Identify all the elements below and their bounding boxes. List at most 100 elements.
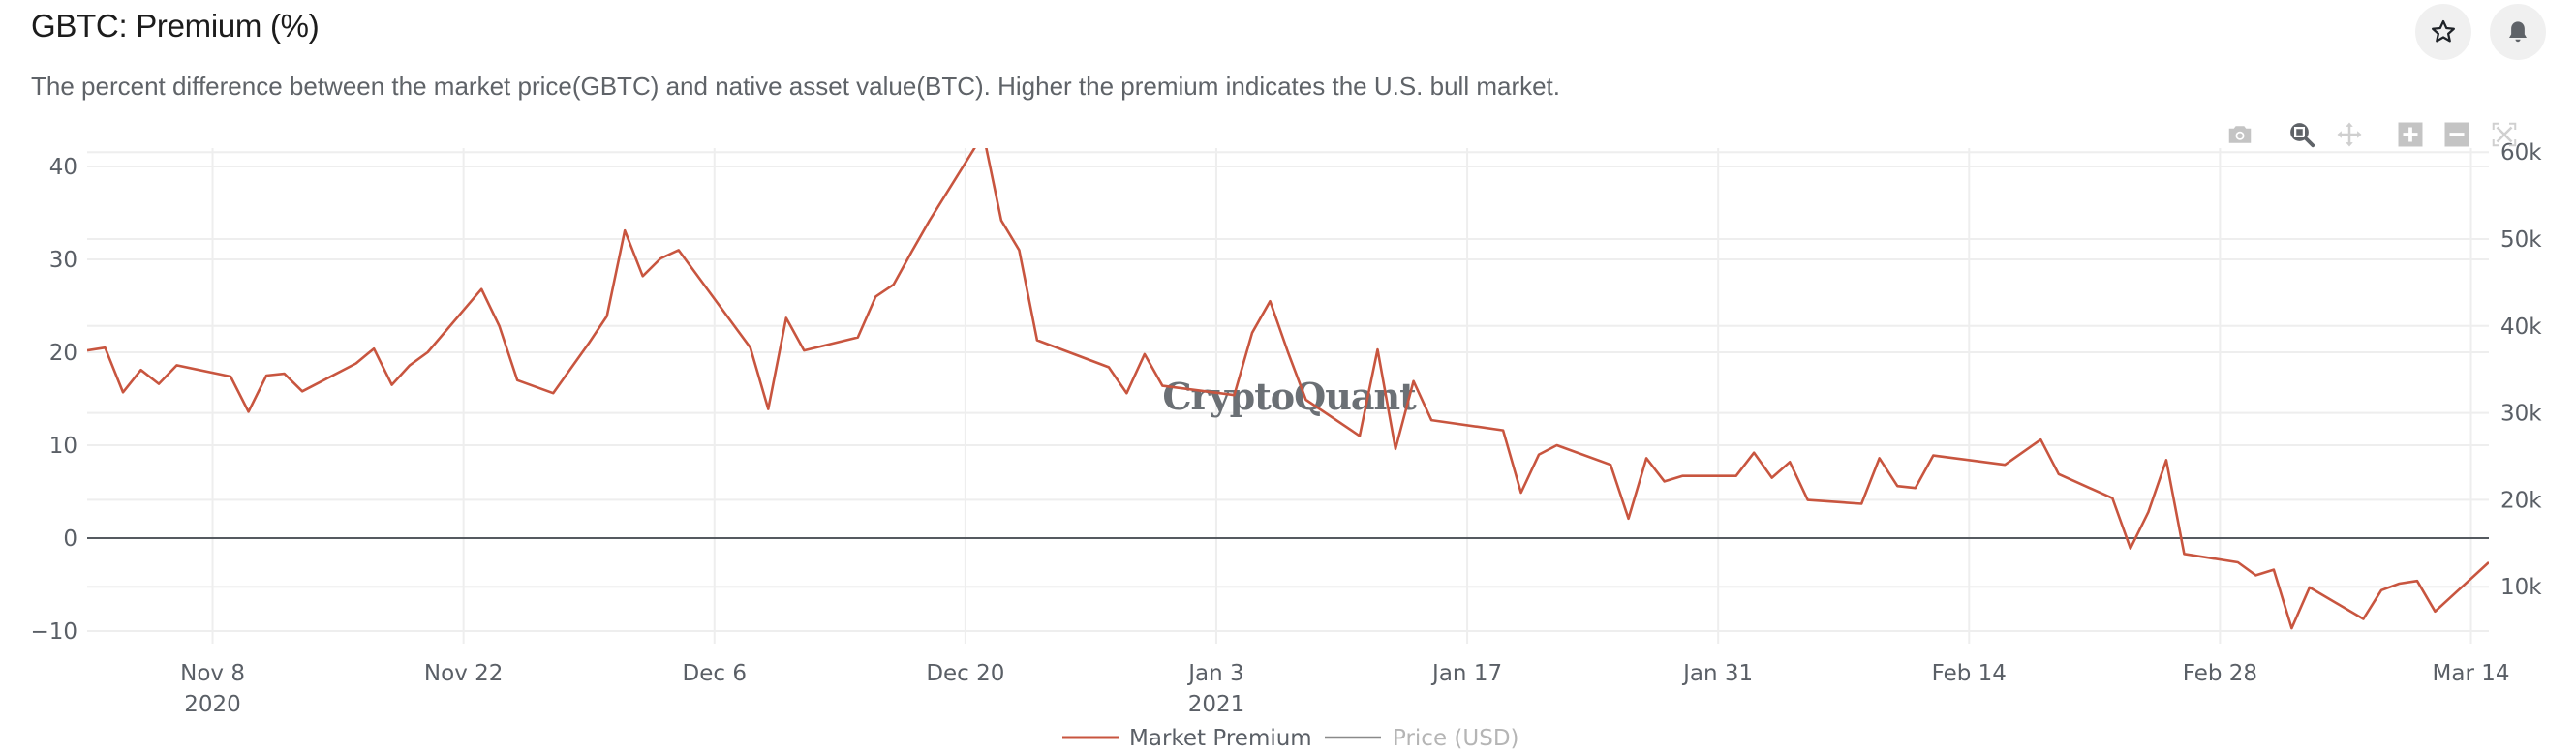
data-point[interactable] bbox=[1731, 470, 1742, 482]
data-point[interactable] bbox=[1265, 295, 1276, 307]
data-point[interactable] bbox=[368, 343, 380, 354]
data-point[interactable] bbox=[2394, 578, 2406, 589]
data-point[interactable] bbox=[547, 387, 559, 399]
data-point[interactable] bbox=[924, 215, 935, 226]
data-point[interactable] bbox=[296, 385, 308, 397]
data-point[interactable] bbox=[1641, 452, 1652, 464]
data-point[interactable] bbox=[996, 215, 1007, 226]
data-point[interactable] bbox=[798, 345, 810, 356]
data-point[interactable] bbox=[1103, 361, 1115, 373]
legend-item-market-premium[interactable]: Market Premium bbox=[1062, 726, 1312, 751]
data-point[interactable] bbox=[404, 359, 415, 371]
zoom-in-button[interactable] bbox=[2394, 118, 2427, 151]
data-point[interactable] bbox=[225, 371, 236, 382]
data-point[interactable] bbox=[2357, 614, 2369, 625]
data-point[interactable] bbox=[1139, 348, 1150, 360]
data-point[interactable] bbox=[2125, 543, 2136, 555]
data-point[interactable] bbox=[1390, 443, 1401, 455]
series-line-market-premium[interactable] bbox=[87, 134, 2489, 630]
download-plot-button[interactable] bbox=[2223, 118, 2256, 151]
data-point[interactable] bbox=[1354, 430, 1365, 441]
data-point[interactable] bbox=[2430, 606, 2441, 617]
data-point[interactable] bbox=[745, 342, 756, 353]
data-point[interactable] bbox=[1246, 327, 1258, 339]
plot-area[interactable] bbox=[81, 128, 2495, 634]
legend-item-price-usd[interactable]: Price (USD) bbox=[1325, 726, 1519, 751]
data-point[interactable] bbox=[1301, 394, 1312, 406]
data-point[interactable] bbox=[1605, 459, 1616, 470]
data-point[interactable] bbox=[2035, 434, 2046, 445]
data-point[interactable] bbox=[261, 370, 272, 381]
data-point[interactable] bbox=[117, 386, 129, 398]
data-point[interactable] bbox=[136, 364, 147, 376]
data-point[interactable] bbox=[1516, 487, 1527, 498]
favorite-button[interactable] bbox=[2415, 4, 2471, 60]
data-point[interactable] bbox=[279, 368, 291, 379]
data-point[interactable] bbox=[243, 406, 255, 417]
data-point[interactable] bbox=[171, 359, 183, 371]
data-point[interactable] bbox=[1623, 513, 1635, 525]
data-point[interactable] bbox=[475, 284, 487, 295]
data-point[interactable] bbox=[2250, 569, 2261, 581]
data-point[interactable] bbox=[386, 379, 398, 391]
data-point[interactable] bbox=[2106, 493, 2118, 504]
data-point[interactable] bbox=[1426, 414, 1437, 426]
data-point[interactable] bbox=[2304, 582, 2315, 593]
data-point[interactable] bbox=[81, 345, 93, 356]
zoom-button[interactable] bbox=[2285, 118, 2318, 151]
data-point[interactable] bbox=[2142, 506, 2154, 518]
data-point[interactable] bbox=[100, 342, 111, 353]
data-point[interactable] bbox=[1013, 244, 1025, 256]
data-point[interactable] bbox=[2161, 454, 2172, 466]
data-point[interactable] bbox=[153, 378, 165, 390]
data-point[interactable] bbox=[1659, 475, 1671, 487]
data-point[interactable] bbox=[566, 362, 577, 374]
data-point[interactable] bbox=[1891, 480, 1903, 492]
data-point[interactable] bbox=[2411, 575, 2423, 587]
data-point[interactable] bbox=[655, 253, 666, 264]
data-point[interactable] bbox=[977, 128, 989, 139]
data-point[interactable] bbox=[422, 346, 434, 358]
data-point[interactable] bbox=[1784, 456, 1795, 467]
zoom-out-button[interactable] bbox=[2440, 118, 2473, 151]
data-point[interactable] bbox=[1551, 439, 1563, 451]
data-point[interactable] bbox=[1282, 346, 1294, 358]
data-point[interactable] bbox=[2483, 557, 2495, 568]
data-point[interactable] bbox=[494, 320, 506, 332]
data-point[interactable] bbox=[619, 225, 630, 236]
data-point[interactable] bbox=[2285, 622, 2297, 634]
data-point[interactable] bbox=[1910, 482, 1921, 494]
data-point[interactable] bbox=[1802, 495, 1814, 506]
data-point[interactable] bbox=[870, 290, 881, 302]
data-point[interactable] bbox=[888, 279, 900, 290]
data-point[interactable] bbox=[1927, 450, 1939, 462]
data-point[interactable] bbox=[2268, 564, 2280, 576]
data-point[interactable] bbox=[1766, 472, 1778, 484]
data-point[interactable] bbox=[2178, 548, 2190, 559]
data-point[interactable] bbox=[1229, 389, 1241, 401]
pan-button[interactable] bbox=[2333, 118, 2366, 151]
data-point[interactable] bbox=[1497, 425, 1509, 437]
data-point[interactable] bbox=[852, 332, 864, 344]
data-point[interactable] bbox=[511, 375, 523, 386]
autoscale-button[interactable] bbox=[2488, 118, 2521, 151]
data-point[interactable] bbox=[1676, 470, 1688, 482]
data-point[interactable] bbox=[583, 337, 595, 348]
data-point[interactable] bbox=[637, 270, 649, 282]
data-point[interactable] bbox=[2232, 557, 2244, 568]
data-point[interactable] bbox=[781, 313, 792, 324]
data-point[interactable] bbox=[905, 246, 917, 257]
data-point[interactable] bbox=[1874, 452, 1886, 464]
data-point[interactable] bbox=[351, 358, 362, 370]
data-point[interactable] bbox=[601, 311, 613, 322]
data-point[interactable] bbox=[1031, 335, 1043, 346]
data-point[interactable] bbox=[1999, 459, 2010, 470]
data-point[interactable] bbox=[1748, 447, 1760, 459]
data-point[interactable] bbox=[1855, 498, 1867, 510]
data-point[interactable] bbox=[1533, 449, 1545, 461]
alert-button[interactable] bbox=[2490, 4, 2546, 60]
data-point[interactable] bbox=[2376, 585, 2387, 596]
data-point[interactable] bbox=[2053, 468, 2065, 480]
data-point[interactable] bbox=[1372, 344, 1384, 355]
